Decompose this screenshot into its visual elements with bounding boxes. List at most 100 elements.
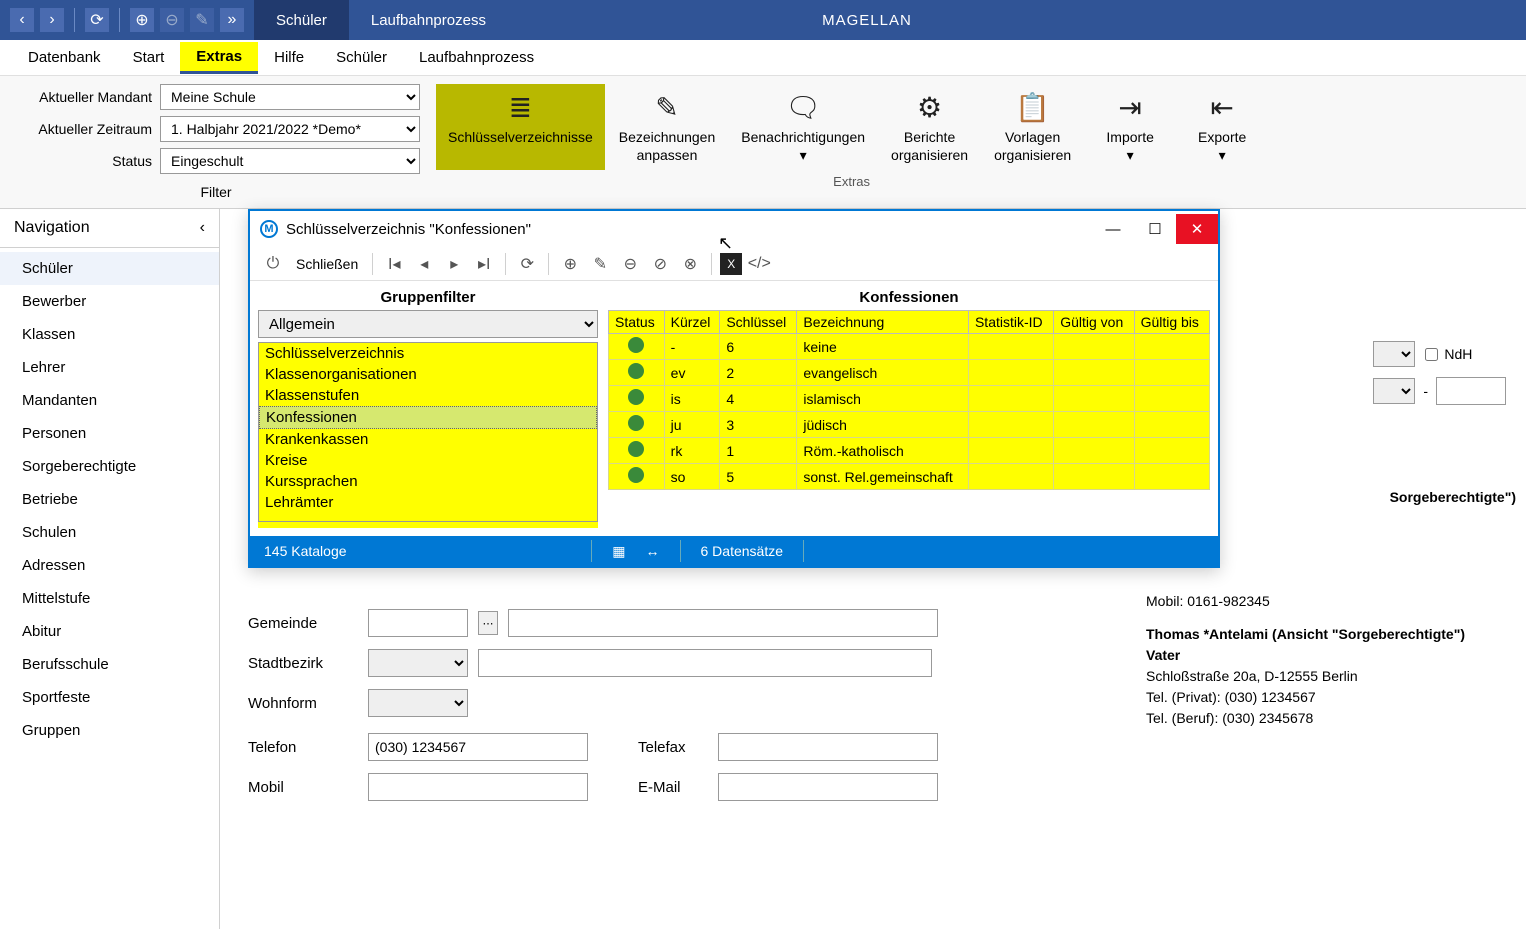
check-icon[interactable]: ⊘ bbox=[647, 251, 673, 277]
gemeinde-text-input[interactable] bbox=[508, 609, 938, 637]
table-row[interactable]: rk1Röm.-katholisch bbox=[609, 438, 1210, 464]
content-area: NdH - Sorgeberechtigte") M Schlüsselverz… bbox=[220, 209, 1526, 929]
title-bar: ‹ › ⟳ ⊕ ⊖ ✎ » Schüler Laufbahnprozess MA… bbox=[0, 0, 1526, 40]
nav-item-schüler[interactable]: Schüler bbox=[0, 252, 219, 285]
list-item[interactable]: Schlüsselverzeichnis bbox=[259, 343, 597, 364]
table-row[interactable]: ju3jüdisch bbox=[609, 412, 1210, 438]
zeitraum-select[interactable]: 1. Halbjahr 2021/2022 *Demo* bbox=[160, 116, 420, 142]
table-header[interactable]: Gültig von bbox=[1054, 311, 1134, 334]
nav-item-sorgeberechtigte[interactable]: Sorgeberechtigte bbox=[0, 450, 219, 483]
stadtbezirk-select[interactable] bbox=[368, 649, 468, 677]
list-item[interactable]: Klassenorganisationen bbox=[259, 364, 597, 385]
dialog-icon: M bbox=[260, 220, 278, 238]
menu-schüler[interactable]: Schüler bbox=[320, 43, 403, 72]
small-combo-2[interactable] bbox=[1373, 378, 1415, 404]
remove-circle-button[interactable]: ⊖ bbox=[160, 8, 184, 32]
verzeichnis-listbox[interactable]: SchlüsselverzeichnisKlassenorganisatione… bbox=[258, 342, 598, 522]
minus-icon[interactable]: ⊖ bbox=[617, 251, 643, 277]
next-icon[interactable]: ▸ bbox=[441, 251, 467, 277]
nav-item-schulen[interactable]: Schulen bbox=[0, 516, 219, 549]
contact-tel-privat: Tel. (Privat): (030) 1234567 bbox=[1146, 687, 1516, 708]
more-button[interactable]: » bbox=[220, 8, 244, 32]
ribbon-importe-[interactable]: ⇥Importe▾ bbox=[1085, 84, 1175, 170]
status-select[interactable]: Eingeschult bbox=[160, 148, 420, 174]
ndh-checkbox[interactable] bbox=[1425, 348, 1438, 361]
code-icon[interactable]: </> bbox=[746, 251, 772, 277]
table-row[interactable]: so5sonst. Rel.gemeinschaft bbox=[609, 464, 1210, 490]
ribbon-schl-sselverzeichnisse[interactable]: ≣Schlüsselverzeichnisse bbox=[436, 84, 605, 170]
table-header[interactable]: Schlüssel bbox=[720, 311, 797, 334]
mobil-input[interactable] bbox=[368, 773, 588, 801]
list-item[interactable]: Kreise bbox=[259, 450, 597, 471]
stadtbezirk-text-input[interactable] bbox=[478, 649, 932, 677]
menu-start[interactable]: Start bbox=[117, 43, 181, 72]
power-icon[interactable]: ⏻ bbox=[260, 251, 286, 277]
table-header[interactable]: Gültig bis bbox=[1134, 311, 1209, 334]
menu-extras[interactable]: Extras bbox=[180, 42, 258, 74]
close-button[interactable]: ✕ bbox=[1176, 214, 1218, 244]
email-input[interactable] bbox=[718, 773, 938, 801]
table-header[interactable]: Kürzel bbox=[664, 311, 720, 334]
menu-datenbank[interactable]: Datenbank bbox=[12, 43, 117, 72]
table-header[interactable]: Bezeichnung bbox=[797, 311, 969, 334]
maximize-button[interactable]: ☐ bbox=[1134, 214, 1176, 244]
telefon-input[interactable] bbox=[368, 733, 588, 761]
telefax-label: Telefax bbox=[638, 739, 708, 756]
nav-item-bewerber[interactable]: Bewerber bbox=[0, 285, 219, 318]
nav-item-gruppen[interactable]: Gruppen bbox=[0, 714, 219, 747]
close-label[interactable]: Schließen bbox=[290, 256, 364, 272]
table-header[interactable]: Status bbox=[609, 311, 665, 334]
list-item[interactable]: Kurssprachen bbox=[259, 471, 597, 492]
gemeinde-input[interactable] bbox=[368, 609, 468, 637]
nav-item-mandanten[interactable]: Mandanten bbox=[0, 384, 219, 417]
top-tab-schueler[interactable]: Schüler bbox=[254, 0, 349, 40]
top-tab-laufbahn[interactable]: Laufbahnprozess bbox=[349, 0, 508, 40]
nav-item-abitur[interactable]: Abitur bbox=[0, 615, 219, 648]
edit-button[interactable]: ✎ bbox=[190, 8, 214, 32]
nav-item-mittelstufe[interactable]: Mittelstufe bbox=[0, 582, 219, 615]
excel-icon[interactable]: X bbox=[720, 253, 742, 275]
pencil-icon[interactable]: ✎ bbox=[587, 251, 613, 277]
list-item[interactable]: Konfessionen bbox=[259, 406, 597, 429]
cancel-icon[interactable]: ⊗ bbox=[677, 251, 703, 277]
nav-item-klassen[interactable]: Klassen bbox=[0, 318, 219, 351]
nav-back-button[interactable]: ‹ bbox=[10, 8, 34, 32]
table-row[interactable]: is4islamisch bbox=[609, 386, 1210, 412]
gruppenfilter-combo[interactable]: Allgemein bbox=[258, 310, 598, 338]
telefax-input[interactable] bbox=[718, 733, 938, 761]
nav-forward-button[interactable]: › bbox=[40, 8, 64, 32]
add-circle-button[interactable]: ⊕ bbox=[130, 8, 154, 32]
ribbon-benachrichtigungen-[interactable]: 🗨Benachrichtigungen▾ bbox=[729, 84, 877, 170]
list-item[interactable]: Klassenstufen bbox=[259, 385, 597, 406]
collapse-icon[interactable]: ‹ bbox=[200, 219, 205, 237]
gemeinde-lookup-button[interactable]: ⋯ bbox=[478, 611, 498, 635]
last-icon[interactable]: ▸I bbox=[471, 251, 497, 277]
nav-item-betriebe[interactable]: Betriebe bbox=[0, 483, 219, 516]
ribbon-berichte-organisieren[interactable]: ⚙Berichteorganisieren bbox=[879, 84, 980, 170]
table-row[interactable]: ev2evangelisch bbox=[609, 360, 1210, 386]
ribbon-bezeichnungen-anpassen[interactable]: ✎Bezeichnungenanpassen bbox=[607, 84, 728, 170]
nav-item-sportfeste[interactable]: Sportfeste bbox=[0, 681, 219, 714]
menu-laufbahnprozess[interactable]: Laufbahnprozess bbox=[403, 43, 550, 72]
nav-item-personen[interactable]: Personen bbox=[0, 417, 219, 450]
small-input[interactable] bbox=[1436, 377, 1506, 405]
small-combo-1[interactable] bbox=[1373, 341, 1415, 367]
minimize-button[interactable]: — bbox=[1092, 214, 1134, 244]
prev-icon[interactable]: ◂ bbox=[411, 251, 437, 277]
reload-icon[interactable]: ⟳ bbox=[514, 251, 540, 277]
menu-hilfe[interactable]: Hilfe bbox=[258, 43, 320, 72]
plus-icon[interactable]: ⊕ bbox=[557, 251, 583, 277]
refresh-button[interactable]: ⟳ bbox=[85, 8, 109, 32]
wohnform-select[interactable] bbox=[368, 689, 468, 717]
list-item[interactable]: Krankenkassen bbox=[259, 429, 597, 450]
table-row[interactable]: -6keine bbox=[609, 334, 1210, 360]
ribbon-vorlagen-organisieren[interactable]: 📋Vorlagenorganisieren bbox=[982, 84, 1083, 170]
list-item[interactable]: Lehrämter bbox=[259, 492, 597, 513]
ribbon-exporte-[interactable]: ⇤Exporte▾ bbox=[1177, 84, 1267, 170]
nav-item-lehrer[interactable]: Lehrer bbox=[0, 351, 219, 384]
first-icon[interactable]: I◂ bbox=[381, 251, 407, 277]
mandant-select[interactable]: Meine Schule bbox=[160, 84, 420, 110]
nav-item-berufsschule[interactable]: Berufsschule bbox=[0, 648, 219, 681]
table-header[interactable]: Statistik-ID bbox=[968, 311, 1053, 334]
nav-item-adressen[interactable]: Adressen bbox=[0, 549, 219, 582]
